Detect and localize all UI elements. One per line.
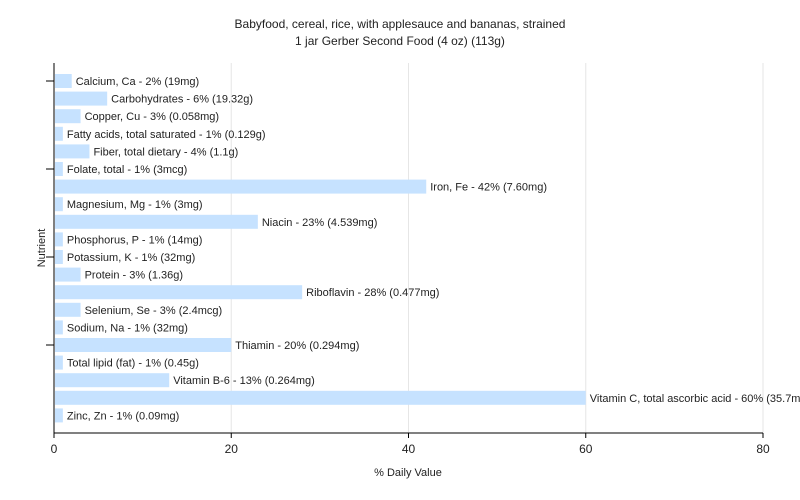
x-tick-label: 0 (51, 442, 58, 456)
bar-label: Copper, Cu - 3% (0.058mg) (85, 111, 220, 123)
bar-label: Calcium, Ca - 2% (19mg) (76, 76, 199, 88)
gridlines (230, 63, 764, 433)
bar-label: Thiamin - 20% (0.294mg) (235, 340, 359, 352)
bar (55, 267, 81, 282)
x-tick-label: 60 (579, 442, 593, 456)
bar-label: Potassium, K - 1% (32mg) (67, 252, 195, 264)
chart-subtitle: 1 jar Gerber Second Food (4 oz) (113g) (295, 34, 505, 48)
bar-label: Selenium, Se - 3% (2.4mcg) (85, 305, 223, 317)
bar-label: Riboflavin - 28% (0.477mg) (306, 287, 439, 299)
y-axis-label: Nutrient (36, 229, 48, 268)
bar-label: Total lipid (fat) - 1% (0.45g) (67, 358, 199, 370)
bar (55, 74, 72, 88)
axes: 0 20 40 60 80 (46, 63, 770, 456)
bar (55, 373, 170, 388)
bar (55, 144, 90, 159)
bar (55, 197, 63, 212)
bar-label: Protein - 3% (1.36g) (85, 270, 183, 282)
x-axis-label: % Daily Value (374, 467, 442, 479)
bars: Calcium, Ca - 2% (19mg) Carbohydrates - 6… (55, 74, 800, 423)
bar-label: Phosphorus, P - 1% (14mg) (67, 234, 203, 246)
bar (55, 126, 63, 141)
bar (55, 355, 63, 370)
bar (55, 302, 81, 317)
chart-title: Babyfood, cereal, rice, with applesauce … (235, 17, 566, 31)
bar-label: Sodium, Na - 1% (32mg) (67, 322, 188, 334)
bar-label: Magnesium, Mg - 1% (3mg) (67, 199, 203, 211)
bar (55, 109, 81, 124)
bar (55, 162, 63, 176)
bar (55, 250, 63, 264)
x-tick-label: 80 (756, 442, 770, 456)
bar (55, 179, 427, 194)
bar (55, 320, 63, 335)
bar (55, 338, 232, 352)
bar (55, 285, 303, 300)
bar-label: Zinc, Zn - 1% (0.09mg) (67, 410, 179, 422)
bar-label: Fiber, total dietary - 4% (1.1g) (93, 146, 238, 158)
bar-label: Iron, Fe - 42% (7.60mg) (430, 182, 547, 194)
bar (55, 214, 258, 229)
x-tick-label: 20 (225, 442, 239, 456)
bar-label: Vitamin C, total ascorbic acid - 60% (35… (590, 393, 800, 405)
bar (55, 91, 108, 106)
bar-label: Carbohydrates - 6% (19.32g) (111, 94, 253, 106)
bar-label: Fatty acids, total saturated - 1% (0.129… (67, 129, 266, 141)
bar-label: Folate, total - 1% (3mcg) (67, 164, 187, 176)
bar (55, 232, 63, 247)
bar-label: Niacin - 23% (4.539mg) (262, 217, 378, 229)
bar-label: Vitamin B-6 - 13% (0.264mg) (173, 375, 315, 387)
bar (55, 390, 586, 405)
x-tick-label: 40 (402, 442, 416, 456)
bar (55, 408, 63, 423)
